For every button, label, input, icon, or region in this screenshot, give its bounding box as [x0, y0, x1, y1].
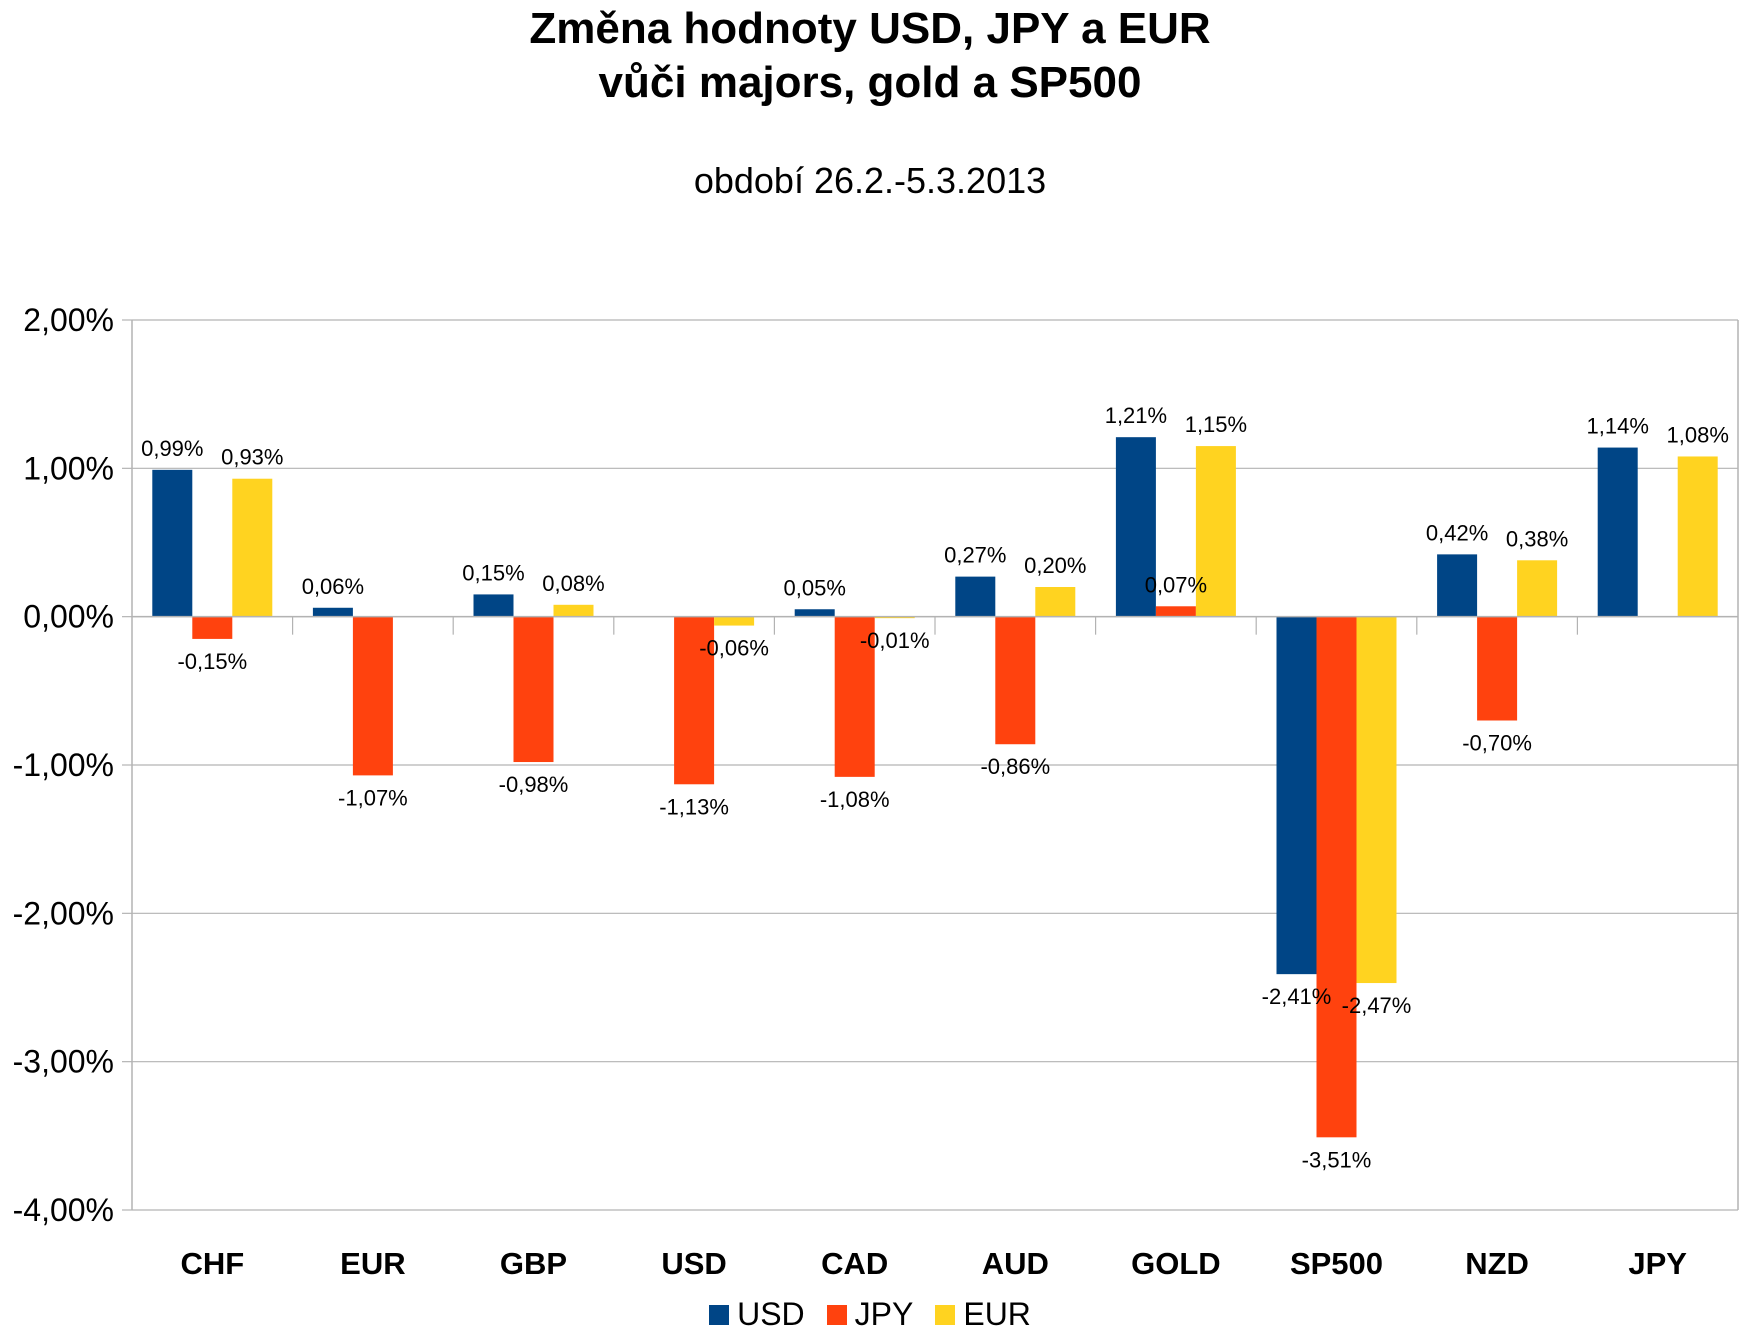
bar-eur-usd [714, 616, 755, 626]
data-label: 0,38% [1506, 526, 1568, 551]
chart-title-line-1: Změna hodnoty USD, JPY a EUR [529, 4, 1211, 53]
y-tick-label: -2,00% [13, 895, 114, 931]
y-tick-label: -1,00% [13, 747, 114, 783]
bar-eur-gold [1195, 446, 1236, 617]
legend-swatch-jpy [826, 1304, 847, 1325]
bar-eur-chf [232, 478, 273, 617]
x-category-label: SP500 [1290, 1246, 1383, 1281]
bars [152, 437, 1718, 1138]
bar-usd-nzd [1437, 554, 1478, 617]
legend-item-usd: USD [709, 1296, 805, 1333]
bar-eur-nzd [1517, 560, 1558, 617]
bar-jpy-gbp [513, 616, 554, 763]
bar-jpy-cad [834, 616, 875, 777]
x-category-label: AUD [982, 1246, 1049, 1281]
data-label: -1,07% [338, 785, 408, 810]
bar-usd-gold [1115, 437, 1156, 617]
data-label: 0,08% [542, 571, 604, 596]
bar-jpy-gold [1155, 606, 1196, 617]
data-label: 0,07% [1145, 572, 1207, 597]
data-label: 1,21% [1105, 403, 1167, 428]
x-category-label: GBP [500, 1246, 567, 1281]
bar-eur-jpy [1677, 456, 1718, 617]
bar-usd-aud [955, 576, 996, 617]
data-label: 0,15% [462, 560, 524, 585]
bar-eur-gbp [553, 604, 594, 617]
bar-jpy-aud [995, 616, 1036, 745]
data-label: 0,27% [944, 543, 1006, 568]
bar-usd-chf [152, 469, 193, 617]
data-label: 0,42% [1426, 520, 1488, 545]
data-label: -0,15% [177, 649, 247, 674]
x-category-label: NZD [1465, 1246, 1529, 1281]
data-label: -1,08% [820, 787, 890, 812]
bar-usd-jpy [1597, 447, 1638, 617]
bar-usd-gbp [473, 594, 514, 617]
data-label: -0,01% [860, 628, 930, 653]
data-label: 1,15% [1185, 412, 1247, 437]
data-label: 1,08% [1667, 422, 1729, 447]
bar-jpy-sp500 [1316, 616, 1357, 1138]
bar-jpy-eur [352, 616, 393, 776]
y-tick-label: 2,00% [23, 302, 114, 338]
legend-swatch-eur [935, 1304, 956, 1325]
chart-subtitle: období 26.2.-5.3.2013 [693, 160, 1047, 201]
data-label: -0,06% [699, 636, 769, 661]
x-category-label: CHF [180, 1246, 244, 1281]
data-label: 0,06% [302, 574, 364, 599]
data-label: 0,93% [221, 445, 283, 470]
bar-usd-eur [312, 607, 353, 617]
legend-label-eur: EUR [963, 1296, 1031, 1332]
legend-item-jpy: JPY [826, 1296, 914, 1333]
data-label: -0,86% [980, 754, 1050, 779]
bar-eur-aud [1035, 587, 1076, 617]
data-label: -1,13% [659, 794, 729, 819]
y-tick-label: 0,00% [23, 599, 114, 635]
y-tick-label: -3,00% [13, 1044, 114, 1080]
data-labels: 0,99% -0,15% 0,93% 0,06% -1,07% 0,15% -0,98% 0,… [141, 403, 1729, 1172]
data-label: 1,14% [1587, 414, 1649, 439]
data-label: -0,98% [499, 772, 569, 797]
x-category-label: GOLD [1131, 1246, 1221, 1281]
bar-jpy-usd [674, 616, 715, 785]
legend-item-eur: EUR [935, 1296, 1031, 1333]
data-label: 0,05% [784, 575, 846, 600]
data-label: 0,99% [141, 436, 203, 461]
legend-label-usd: USD [737, 1296, 805, 1332]
legend-label-jpy: JPY [854, 1296, 914, 1332]
data-label: -0,70% [1462, 731, 1532, 756]
x-category-label: CAD [821, 1246, 888, 1281]
data-label: -2,41% [1262, 984, 1332, 1009]
bar-jpy-nzd [1477, 616, 1518, 721]
y-tick-label: 1,00% [23, 450, 114, 486]
bar-eur-sp500 [1356, 616, 1397, 984]
bar-usd-cad [794, 609, 835, 617]
chart-title-line-2: vůči majors, gold a SP500 [598, 58, 1142, 107]
data-label: 0,20% [1024, 553, 1086, 578]
legend-swatch-usd [709, 1304, 730, 1325]
x-category-label: JPY [1628, 1246, 1687, 1281]
data-label: -3,51% [1302, 1147, 1372, 1172]
y-tick-label: -4,00% [13, 1192, 114, 1228]
data-label: -2,47% [1342, 993, 1412, 1018]
bar-usd-sp500 [1276, 616, 1317, 975]
bar-jpy-chf [192, 616, 233, 639]
axes: 2,00% 1,00% 0,00% -1,00% -2,00% -3,00% -4,00% C… [13, 302, 1739, 1281]
x-category-label: EUR [340, 1246, 405, 1281]
x-category-label: USD [661, 1246, 726, 1281]
legend: USD JPY EUR [0, 1296, 1740, 1333]
